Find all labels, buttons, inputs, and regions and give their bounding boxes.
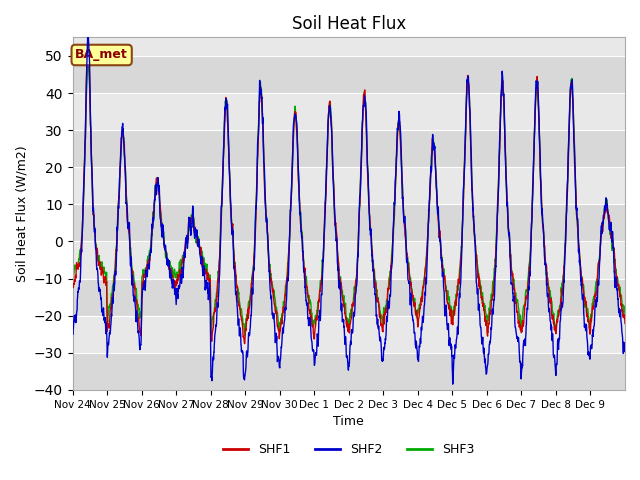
Bar xyxy=(72,241,625,278)
X-axis label: Time: Time xyxy=(333,415,364,428)
Bar xyxy=(72,167,625,204)
Bar xyxy=(72,316,625,353)
Bar xyxy=(72,56,625,93)
Bar xyxy=(72,353,625,390)
Legend: SHF1, SHF2, SHF3: SHF1, SHF2, SHF3 xyxy=(218,438,480,461)
Text: BA_met: BA_met xyxy=(76,48,128,61)
Title: Soil Heat Flux: Soil Heat Flux xyxy=(292,15,406,33)
Bar xyxy=(72,204,625,241)
Bar xyxy=(72,130,625,167)
Bar xyxy=(72,93,625,130)
Bar xyxy=(72,278,625,316)
Y-axis label: Soil Heat Flux (W/m2): Soil Heat Flux (W/m2) xyxy=(15,145,28,282)
